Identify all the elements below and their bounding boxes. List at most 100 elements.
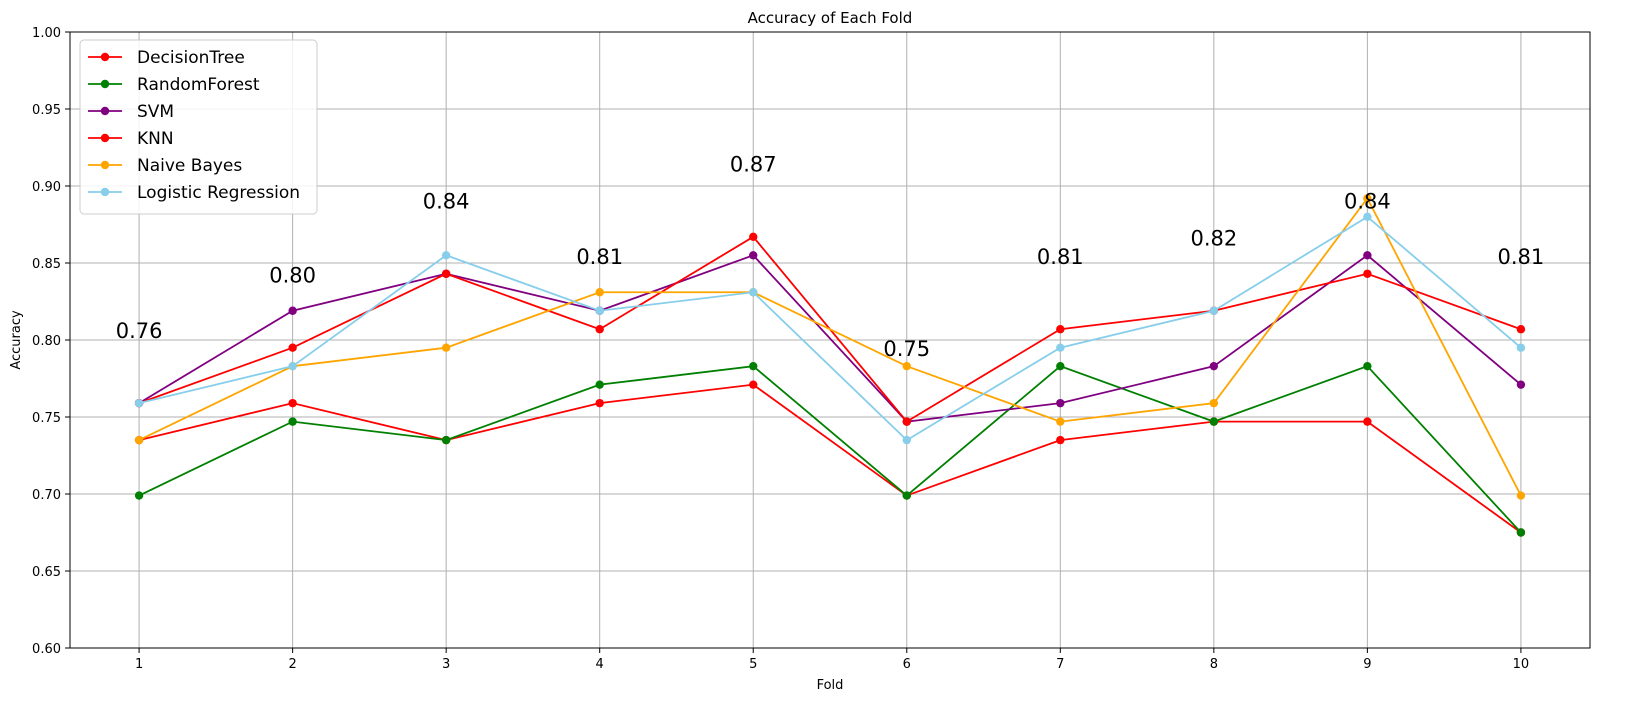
data-point-logistic-regression (1209, 306, 1219, 315)
data-point-randomforest (1516, 528, 1526, 537)
mean-accuracy-label: 0.84 (423, 189, 470, 213)
annotation-layer: 0.76 0.80 0.84 0.81 0.87 0.75 0.81 0.82 0.84 0.81 (116, 152, 1545, 361)
data-point-knn (749, 232, 758, 242)
data-point-randomforest (134, 491, 144, 500)
x-tick-label: 6 (903, 657, 911, 672)
mean-accuracy-label: 0.81 (576, 245, 623, 269)
legend-swatch-marker (100, 79, 110, 89)
legend-box (79, 39, 318, 215)
data-point-logistic-regression (1363, 212, 1372, 221)
legend-swatch-marker (100, 160, 110, 170)
data-point-logistic-regression (1516, 343, 1526, 352)
legend-swatch-marker (100, 106, 110, 116)
legend-swatch-marker (100, 187, 110, 197)
legend: DecisionTree RandomForest SVM KNN Naive Baye… (79, 39, 318, 215)
mean-accuracy-label: 0.75 (883, 337, 930, 361)
legend-entry-label: KNN (137, 129, 174, 149)
mean-accuracy-label: 0.81 (1498, 245, 1545, 269)
data-point-svm (1209, 361, 1219, 371)
series-line-naive-bayes (138, 196, 1522, 496)
y-tick-label: 0.70 (32, 488, 61, 503)
data-point-svm (749, 251, 758, 260)
mean-accuracy-label: 0.76 (116, 319, 163, 343)
legend-entry-label: DecisionTree (137, 48, 245, 68)
legend-entry-label: RandomForest (137, 75, 260, 95)
data-point-logistic-regression (595, 306, 604, 315)
data-point-knn (1516, 325, 1526, 334)
data-point-naive-bayes (595, 288, 604, 297)
data-point-decisiontree (595, 398, 604, 408)
data-point-naive-bayes (134, 435, 144, 445)
y-tick-label: 0.85 (32, 257, 61, 272)
data-point-logistic-regression (1056, 343, 1065, 352)
data-point-decisiontree (1363, 417, 1372, 426)
chart-title: Accuracy of Each Fold (748, 9, 913, 27)
data-point-logistic-regression (902, 435, 911, 445)
data-point-knn (902, 417, 911, 426)
y-axis-label: Accuracy (9, 310, 24, 370)
data-point-svm (288, 306, 297, 315)
legend-entry-label: Logistic Regression (137, 183, 300, 203)
data-point-decisiontree (749, 380, 758, 389)
series-line-svm (138, 254, 1522, 423)
legend-swatch-marker (100, 133, 110, 143)
y-tick-label: 0.75 (32, 411, 61, 426)
data-point-randomforest (902, 491, 911, 500)
y-tick-label: 1.00 (32, 26, 61, 41)
data-point-logistic-regression (441, 251, 451, 260)
x-tick-label: 7 (1056, 657, 1064, 672)
legend-entry-label: Naive Bayes (137, 156, 242, 176)
data-point-naive-bayes (902, 361, 911, 371)
data-point-knn (1363, 269, 1372, 278)
data-point-knn (441, 269, 451, 278)
series-line-randomforest (138, 365, 1522, 534)
data-point-logistic-regression (288, 361, 297, 371)
y-tick-label: 0.80 (32, 334, 61, 349)
data-point-randomforest (1363, 361, 1372, 371)
data-point-naive-bayes (441, 343, 451, 352)
x-tick-label: 4 (596, 657, 604, 672)
y-tick-label: 0.95 (32, 103, 61, 118)
data-point-knn (288, 343, 297, 352)
mean-accuracy-label: 0.81 (1037, 245, 1084, 269)
series-line-logistic-regression (138, 215, 1522, 442)
legend-swatch-marker (100, 52, 110, 62)
x-tick-label: 5 (749, 657, 757, 672)
data-point-randomforest (441, 435, 451, 445)
data-point-randomforest (749, 361, 758, 371)
x-tick-label: 9 (1363, 657, 1371, 672)
x-tick-label: 8 (1210, 657, 1218, 672)
data-point-naive-bayes (1363, 194, 1372, 203)
data-point-decisiontree (1056, 435, 1065, 445)
data-point-logistic-regression (134, 398, 144, 408)
mean-accuracy-label: 0.87 (730, 152, 777, 176)
series-layer (134, 194, 1526, 537)
data-point-naive-bayes (1209, 398, 1219, 408)
x-tick-label: 2 (288, 657, 296, 672)
data-point-randomforest (288, 417, 297, 426)
data-point-knn (1056, 325, 1065, 334)
data-point-randomforest (595, 380, 604, 389)
data-point-svm (1363, 251, 1372, 260)
y-tick-label: 0.90 (32, 180, 61, 195)
data-point-logistic-regression (749, 288, 758, 297)
data-point-randomforest (1056, 361, 1065, 371)
x-tick-label: 10 (1513, 657, 1530, 672)
legend-entry-label: SVM (137, 102, 174, 122)
mean-accuracy-label: 0.80 (269, 263, 316, 287)
data-point-svm (1516, 380, 1526, 389)
y-tick-label: 0.60 (32, 642, 61, 657)
data-point-svm (1056, 398, 1065, 408)
x-tick-label: 1 (135, 657, 143, 672)
mean-accuracy-label: 0.84 (1344, 189, 1391, 213)
data-point-knn (595, 325, 604, 334)
x-axis-label: Fold (817, 678, 844, 693)
data-point-decisiontree (288, 398, 297, 408)
data-point-naive-bayes (1056, 417, 1065, 426)
y-tick-label: 0.65 (32, 565, 61, 580)
mean-accuracy-label: 0.82 (1190, 226, 1237, 250)
data-point-naive-bayes (1516, 491, 1526, 500)
x-tick-label: 3 (442, 657, 450, 672)
